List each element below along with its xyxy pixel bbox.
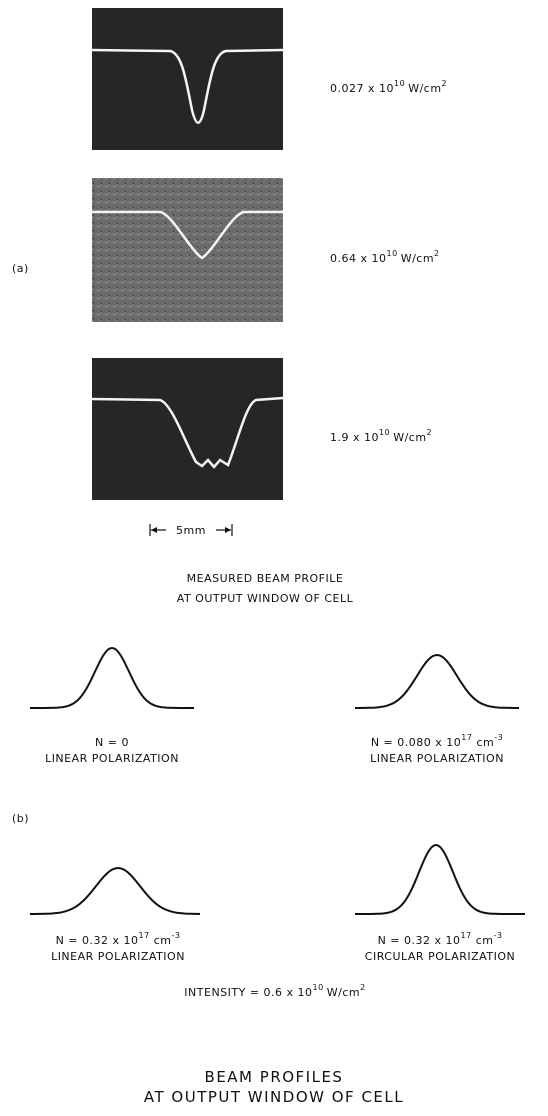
polarization-label: LINEAR POLARIZATION (45, 752, 179, 765)
text: 10 (379, 428, 390, 437)
text: 10 (387, 249, 398, 258)
panel-label: (a) (12, 262, 29, 275)
profile-curve (355, 655, 519, 708)
profile-curve (355, 845, 525, 914)
panel-label: (b) (12, 812, 29, 825)
scope-image (92, 358, 283, 500)
text: cm (476, 736, 494, 749)
text: cm (476, 934, 494, 947)
caption: MEASURED BEAM PROFILE (187, 572, 344, 585)
density-label: N = 0.32 x 1017 cm-3 (56, 931, 181, 947)
text: W/cm (408, 82, 441, 95)
text: 2 (442, 79, 448, 88)
polarization-label: LINEAR POLARIZATION (370, 752, 504, 765)
polarization-label: LINEAR POLARIZATION (51, 950, 185, 963)
text: 10 (394, 79, 405, 88)
text: -3 (493, 931, 502, 940)
text: 0.027 x 10 (330, 82, 394, 95)
text: 17 (461, 931, 472, 940)
text: 17 (461, 733, 472, 742)
text: 2 (360, 983, 366, 992)
polarization-label: CIRCULAR POLARIZATION (365, 950, 515, 963)
text: 17 (139, 931, 150, 940)
text: 1.9 x 10 (330, 431, 379, 444)
density-label: N = 0.32 x 1017 cm-3 (378, 931, 503, 947)
text: -3 (171, 931, 180, 940)
caption: BEAM PROFILES (205, 1068, 344, 1086)
text: W/cm (327, 986, 360, 999)
text: N = 0.32 x 10 (56, 934, 139, 947)
text: N = 0.080 x 10 (371, 736, 461, 749)
density-label: N = 0 (95, 736, 129, 749)
profile-curve (30, 868, 200, 914)
profile-curve (30, 648, 194, 708)
scale-label: 5mm (176, 524, 206, 537)
text: 10 (313, 983, 324, 992)
text: W/cm (401, 252, 434, 265)
caption: AT OUTPUT WINDOW OF CELL (144, 1088, 404, 1106)
profile-curves (30, 648, 525, 914)
caption: AT OUTPUT WINDOW OF CELL (177, 592, 354, 605)
text: N = 0 (95, 736, 129, 749)
text: cm (154, 934, 172, 947)
density-label: N = 0.080 x 1017 cm-3 (371, 733, 503, 749)
text: W/cm (393, 431, 426, 444)
scope-image (92, 178, 283, 322)
text: 2 (434, 249, 440, 258)
text: -3 (494, 733, 503, 742)
scope-image (92, 8, 283, 150)
text: 2 (427, 428, 433, 437)
text: 0.64 x 10 (330, 252, 387, 265)
figure: (a) 0.027 x 1010W/cm2 0.64 x 1010W/cm2 1… (0, 0, 548, 1116)
text: N = 0.32 x 10 (378, 934, 461, 947)
text: INTENSITY = 0.6 x 10 (184, 986, 312, 999)
